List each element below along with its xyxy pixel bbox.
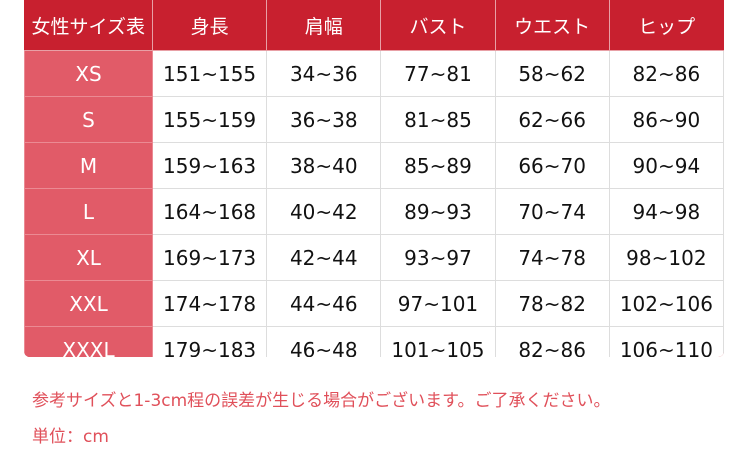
column-header: 女性サイズ表 <box>24 0 153 51</box>
measurement-cell: 85~89 <box>380 142 496 189</box>
measurement-cell: 97~101 <box>380 280 496 327</box>
measurement-cell: 38~40 <box>266 142 382 189</box>
measurement-cell: 86~90 <box>608 96 724 143</box>
measurement-cell: 70~74 <box>494 188 610 235</box>
measurement-cell: 77~81 <box>380 50 496 97</box>
measurement-cell: 179~183 <box>151 326 268 357</box>
measurement-cell: 90~94 <box>608 142 724 189</box>
measurement-cell: 46~48 <box>266 326 382 357</box>
measurement-cell: 40~42 <box>266 188 382 235</box>
column-header: ウエスト <box>495 0 610 51</box>
measurement-cell: 58~62 <box>494 50 610 97</box>
measurement-cell: 98~102 <box>608 234 724 281</box>
column-header: 身長 <box>152 0 268 51</box>
size-label: S <box>24 96 153 143</box>
measurement-cell: 174~178 <box>151 280 268 327</box>
size-label: XXL <box>24 280 153 327</box>
disclaimer-note: 参考サイズと1-3cm程の誤差が生じる場合がございます。ご了承ください。 <box>32 391 611 411</box>
measurement-cell: 94~98 <box>608 188 724 235</box>
size-label: M <box>24 142 153 189</box>
size-label: XL <box>24 234 153 281</box>
measurement-cell: 151~155 <box>151 50 268 97</box>
measurement-cell: 78~82 <box>494 280 610 327</box>
unit-note: 単位：cm <box>32 427 109 447</box>
measurement-cell: 42~44 <box>266 234 382 281</box>
table-row: S 155~159 36~38 81~85 62~66 86~90 <box>24 96 724 143</box>
table-row: M 159~163 38~40 85~89 66~70 90~94 <box>24 142 724 189</box>
size-chart: 女性サイズ表 身長 肩幅 バスト ウエスト ヒップ XS 151~155 34~36 77~81… <box>24 0 724 357</box>
measurement-cell: 74~78 <box>494 234 610 281</box>
header-row: 女性サイズ表 身長 肩幅 バスト ウエスト ヒップ <box>24 0 724 51</box>
column-header: 肩幅 <box>266 0 382 51</box>
measurement-cell: 89~93 <box>380 188 496 235</box>
size-label: XXXL <box>24 326 153 357</box>
measurement-cell: 82~86 <box>608 50 724 97</box>
measurement-cell: 34~36 <box>266 50 382 97</box>
measurement-cell: 164~168 <box>151 188 268 235</box>
size-table: 女性サイズ表 身長 肩幅 バスト ウエスト ヒップ XS 151~155 34~36 77~81… <box>24 0 724 357</box>
table-row: XS 151~155 34~36 77~81 58~62 82~86 <box>24 50 724 97</box>
measurement-cell: 169~173 <box>151 234 268 281</box>
table-row: XXXL 179~183 46~48 101~105 82~86 106~110 <box>24 326 724 357</box>
measurement-cell: 44~46 <box>266 280 382 327</box>
measurement-cell: 159~163 <box>151 142 268 189</box>
measurement-cell: 93~97 <box>380 234 496 281</box>
table-row: XXL 174~178 44~46 97~101 78~82 102~106 <box>24 280 724 327</box>
table-row: XL 169~173 42~44 93~97 74~78 98~102 <box>24 234 724 281</box>
column-header: バスト <box>380 0 496 51</box>
measurement-cell: 102~106 <box>608 280 724 327</box>
measurement-cell: 36~38 <box>266 96 382 143</box>
column-header: ヒップ <box>609 0 724 51</box>
table-row: L 164~168 40~42 89~93 70~74 94~98 <box>24 188 724 235</box>
measurement-cell: 155~159 <box>151 96 268 143</box>
measurement-cell: 101~105 <box>380 326 496 357</box>
measurement-cell: 82~86 <box>494 326 610 357</box>
measurement-cell: 62~66 <box>494 96 610 143</box>
size-label: XS <box>24 50 153 97</box>
measurement-cell: 66~70 <box>494 142 610 189</box>
size-label: L <box>24 188 153 235</box>
measurement-cell: 81~85 <box>380 96 496 143</box>
measurement-cell: 106~110 <box>608 326 724 357</box>
